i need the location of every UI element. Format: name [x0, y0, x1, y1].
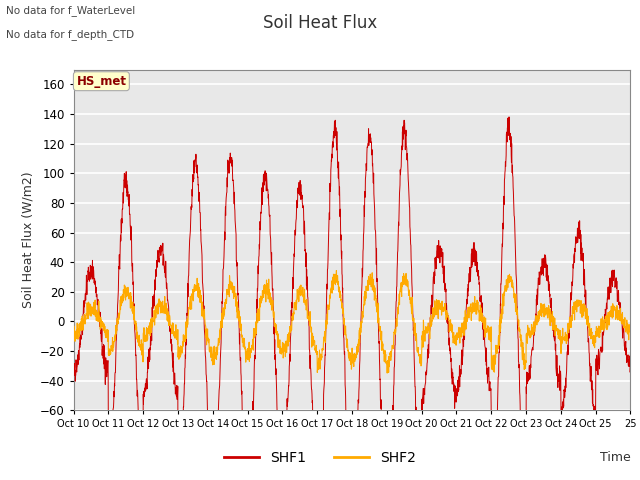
Text: Time: Time: [600, 451, 630, 464]
Legend: SHF1, SHF2: SHF1, SHF2: [219, 445, 421, 471]
Y-axis label: Soil Heat Flux (W/m2): Soil Heat Flux (W/m2): [21, 172, 35, 308]
Text: HS_met: HS_met: [76, 75, 126, 88]
Text: Soil Heat Flux: Soil Heat Flux: [263, 14, 377, 33]
Text: No data for f_WaterLevel: No data for f_WaterLevel: [6, 5, 136, 16]
Text: No data for f_depth_CTD: No data for f_depth_CTD: [6, 29, 134, 40]
